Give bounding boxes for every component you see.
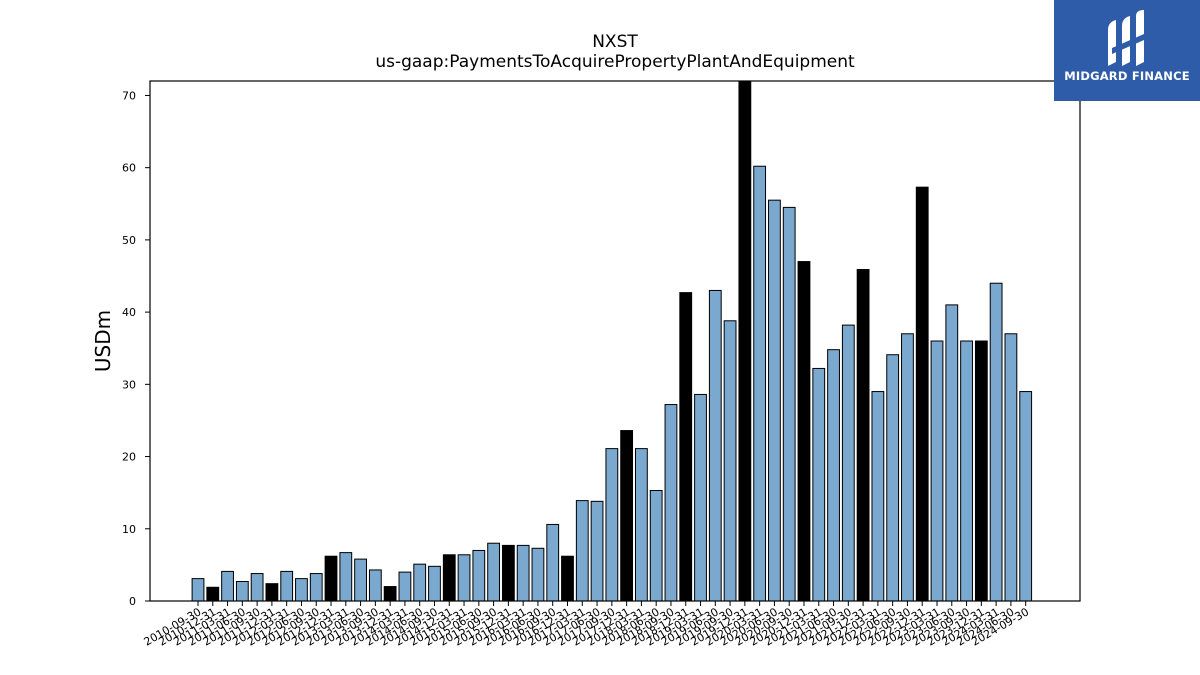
bars-group (191, 80, 1033, 602)
bar-2014-06-30 (413, 563, 427, 602)
bar-2011-09-30 (250, 573, 264, 602)
y-tick-label: 60 (122, 162, 136, 175)
bar-2017-06-30 (590, 500, 604, 602)
bar-2014-09-30 (428, 565, 441, 602)
bar-2024-09-30 (1019, 391, 1033, 602)
chart-subtitle: us-gaap:PaymentsToAcquirePropertyPlantAn… (375, 52, 855, 72)
y-tick-label: 30 (122, 378, 136, 391)
bar-2023-06-30 (945, 304, 959, 602)
bar-2022-12-31 (915, 186, 929, 602)
chart-title: NXST (592, 32, 638, 52)
bar-2021-12-31 (856, 269, 870, 602)
bar-2012-12-31 (324, 555, 338, 602)
bar-2017-03-31 (575, 500, 589, 602)
bar-2019-09-30 (723, 320, 737, 602)
y-axis-label: USDm (91, 310, 115, 372)
bar-2018-03-31 (635, 448, 648, 602)
bar-2015-06-30 (472, 549, 486, 602)
bar-2014-12-31 (442, 554, 456, 602)
bar-2021-03-31 (812, 367, 826, 602)
logo-text: MIDGARD FINANCE (1064, 69, 1190, 83)
bar-2013-03-31 (339, 552, 353, 602)
bar-2010-12-31 (206, 586, 220, 602)
x-axis: 2010-09-302010-12-312011-03-312011-06-30… (142, 601, 1031, 649)
bar-2020-03-31 (753, 165, 767, 602)
logo-mark-icon (1108, 10, 1144, 66)
bar-2015-12-31 (501, 544, 515, 602)
bar-2015-09-30 (487, 542, 501, 602)
bar-2012-09-30 (309, 573, 323, 602)
plot-frame (149, 80, 1081, 602)
bar-2010-09-30 (191, 578, 205, 602)
bar-2016-06-30 (531, 547, 545, 602)
bar-2017-12-31 (620, 430, 634, 602)
bar-2011-12-31 (265, 583, 279, 602)
bar-2022-06-30 (886, 354, 900, 602)
y-tick-label: 40 (122, 306, 136, 319)
bar-2012-03-31 (280, 570, 294, 602)
bar-2016-09-30 (546, 523, 560, 602)
brand-logo: MIDGARD FINANCE (1054, 0, 1200, 101)
y-tick-label: 20 (122, 451, 136, 464)
bar-2021-06-30 (827, 349, 840, 602)
bar-2023-09-30 (960, 340, 973, 602)
y-tick-label: 0 (129, 595, 136, 608)
bar-2011-06-30 (235, 581, 249, 602)
bar-2023-12-31 (974, 340, 988, 602)
bar-2023-03-31 (930, 340, 944, 602)
bar-2024-06-30 (1004, 333, 1018, 602)
bar-2022-03-31 (871, 391, 885, 602)
y-tick-label: 50 (122, 234, 136, 247)
bar-2013-09-30 (368, 569, 382, 602)
y-tick-label: 10 (122, 523, 136, 536)
bar-2016-03-31 (516, 544, 530, 602)
bar-2024-03-31 (989, 282, 1003, 602)
bar-2015-03-31 (457, 554, 471, 602)
y-axis: 0 10 20 30 40 50 60 70 (122, 89, 150, 608)
bar-2020-06-30 (768, 199, 781, 602)
bar-2019-06-30 (708, 289, 722, 602)
bar-2011-03-31 (221, 570, 234, 602)
bar-2014-03-31 (398, 571, 412, 602)
bar-2018-12-31 (679, 292, 693, 602)
bar-2022-09-30 (901, 333, 914, 602)
bar-2019-12-31 (738, 80, 752, 602)
bar-2013-12-31 (383, 586, 397, 602)
bar-2018-06-30 (649, 490, 663, 602)
bar-2017-09-30 (605, 448, 619, 602)
bar-2016-12-31 (561, 555, 574, 602)
bar-2019-03-31 (694, 393, 707, 602)
bar-2012-06-30 (295, 578, 308, 602)
bar-2013-06-30 (354, 558, 367, 602)
y-tick-label: 70 (122, 89, 136, 102)
bar-2020-09-30 (782, 206, 796, 602)
bar-2018-09-30 (664, 404, 678, 602)
bar-2021-09-30 (841, 324, 855, 602)
bar-2020-12-31 (797, 261, 811, 602)
